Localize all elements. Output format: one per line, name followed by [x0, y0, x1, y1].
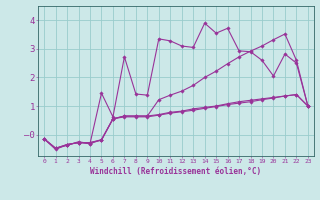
X-axis label: Windchill (Refroidissement éolien,°C): Windchill (Refroidissement éolien,°C) — [91, 167, 261, 176]
